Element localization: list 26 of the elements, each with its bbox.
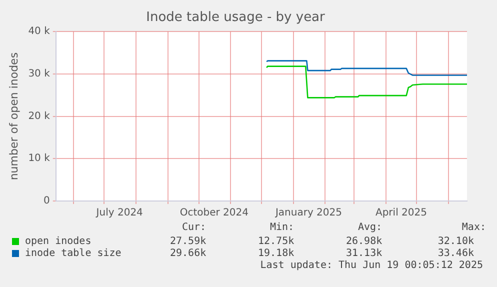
- text: 33.46k: [436, 248, 474, 258]
- y-tick-label: 40 k: [28, 26, 50, 38]
- x-tick-label: July 2024: [95, 208, 143, 219]
- text: 32.10k: [436, 236, 474, 246]
- text: 12.75k: [258, 236, 296, 246]
- y-tick-label: 20 k: [28, 110, 50, 122]
- legend-label: inode table size: [25, 248, 122, 258]
- y-tick-label: 10 k: [28, 153, 50, 164]
- x-tick-label: January 2025: [274, 208, 342, 219]
- text: 27.59k: [170, 236, 208, 246]
- x-tick-label: October 2024: [180, 208, 248, 219]
- y-tick-label: 30 k: [28, 68, 50, 80]
- legend-label: open inodes: [25, 236, 92, 246]
- text: Avg:: [358, 222, 384, 235]
- y-axis-title: number of open inodes: [7, 52, 20, 180]
- text: Min:: [270, 222, 296, 235]
- text: 26.98k: [346, 236, 384, 246]
- text: 29.66k: [170, 248, 208, 258]
- text: 19.18k: [258, 248, 296, 258]
- x-tick-label: April 2025: [375, 208, 427, 219]
- chart-title: Inode table usage - by year: [146, 10, 326, 26]
- text: Last update: Thu Jun 19 00:05:12 2025: [259, 260, 484, 271]
- y-tick-label: 0: [44, 196, 50, 207]
- text: Cur:: [182, 222, 208, 235]
- text: 31.13k: [346, 248, 384, 258]
- text: Max:: [460, 222, 486, 235]
